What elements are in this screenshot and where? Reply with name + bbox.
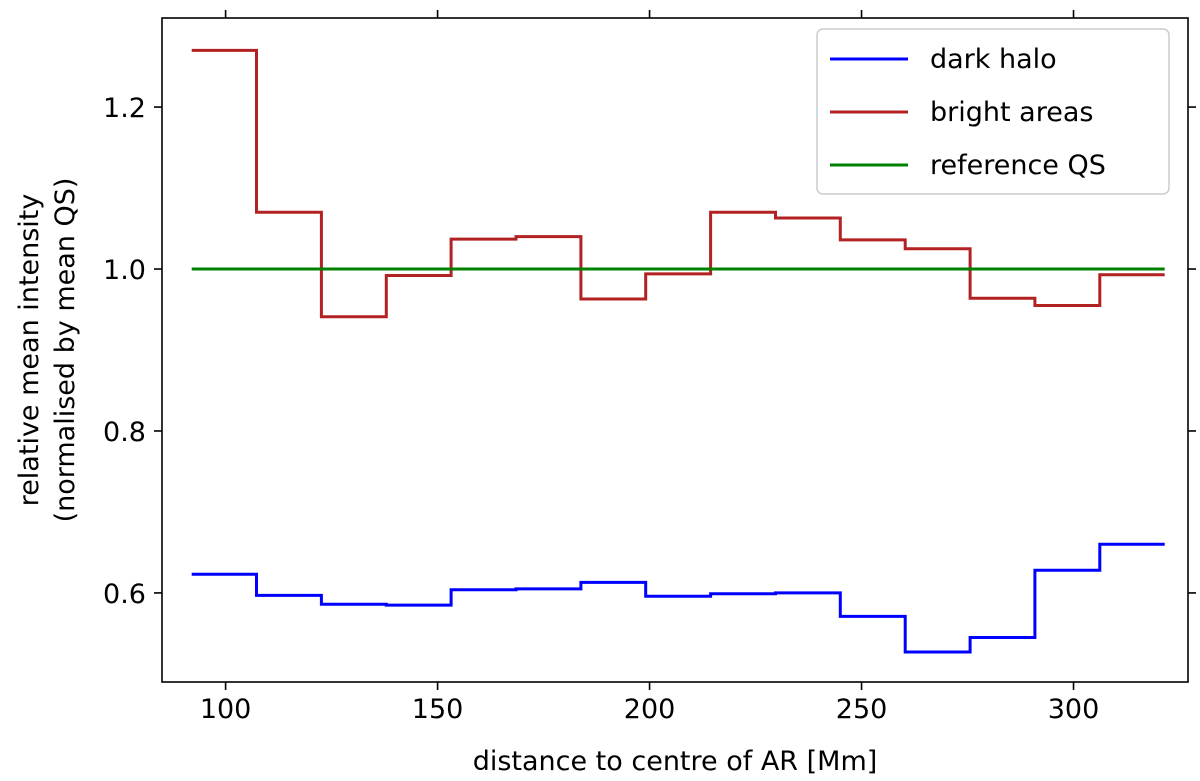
y-axis-label-line1: relative mean intensity bbox=[14, 194, 45, 507]
y-axis-label-line2: (normalised by mean QS) bbox=[50, 178, 81, 523]
legend-box bbox=[816, 28, 1170, 195]
legend-label-dark-halo: dark halo bbox=[930, 44, 1057, 75]
y-tick-label: 0.8 bbox=[103, 417, 146, 448]
y-tick-label: 0.6 bbox=[103, 579, 146, 610]
x-axis-label: distance to centre of AR [Mm] bbox=[473, 746, 878, 777]
legend-label-reference-qs: reference QS bbox=[930, 150, 1106, 181]
x-tick-label: 150 bbox=[412, 694, 464, 725]
y-tick-label: 1.2 bbox=[103, 93, 146, 124]
y-tick-label: 1.0 bbox=[103, 255, 146, 286]
legend: dark halo bright areas reference QS bbox=[816, 28, 1170, 195]
x-tick-label: 200 bbox=[624, 694, 676, 725]
series-line-bright-areas bbox=[191, 48, 1165, 319]
x-tick-label: 250 bbox=[836, 694, 888, 725]
legend-label-bright-areas: bright areas bbox=[930, 97, 1093, 128]
x-tick-label: 100 bbox=[200, 694, 252, 725]
series-lines bbox=[191, 48, 1165, 654]
plot-frame bbox=[161, 17, 1189, 683]
x-tick-label: 300 bbox=[1048, 694, 1100, 725]
ticks: 100 150 200 250 300 0.6 0.8 1.0 1.2 bbox=[103, 10, 1196, 725]
series-line-dark-halo bbox=[191, 542, 1165, 654]
